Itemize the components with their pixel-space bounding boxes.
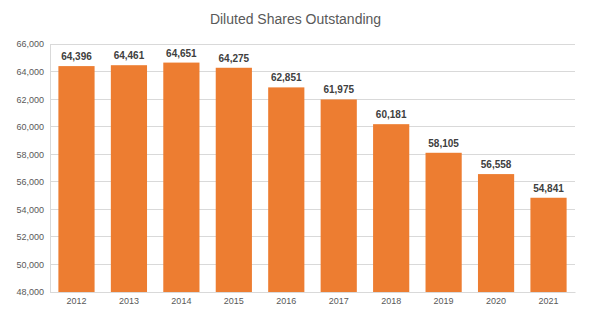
x-axis: 2012 2013 2014 2015 2016 2017 2018 2019 2020 2021 [51,293,576,307]
bar [478,174,514,292]
data-labels: 64,396 64,461 64,651 64,275 62,851 61,975 60,1… [61,48,564,194]
grid [50,44,575,292]
bar [111,65,147,292]
x-tick-label: 2014 [171,296,191,306]
y-tick: 62,000 [16,94,50,104]
bar [268,87,304,292]
grid-line [50,44,575,45]
y-tick: 54,000 [16,205,50,215]
data-label: 58,105 [428,138,459,149]
data-label: 64,461 [114,50,145,61]
data-label: 62,851 [271,72,302,83]
data-label: 64,275 [219,53,250,64]
y-tick: 60,000 [16,122,50,132]
y-tick-label: 50,000 [16,260,44,270]
x-tick: 2012 [66,296,86,306]
bar [163,63,199,292]
bar [426,153,462,292]
y-tick: 50,000 [16,260,50,270]
bar [321,99,357,292]
bar [530,198,566,292]
x-tick-label: 2018 [381,296,401,306]
y-tick-label: 62,000 [16,94,44,104]
y-tick-label: 66,000 [16,39,44,49]
data-label: 61,975 [323,84,354,95]
bar [58,66,94,292]
bars [58,63,566,292]
x-tick-label: 2017 [329,296,349,306]
chart: Diluted Shares Outstanding 48,000 50,000 52… [0,0,591,313]
title: Diluted Shares Outstanding [210,11,381,27]
y-tick: 64,000 [16,67,50,77]
x-tick-label: 2019 [434,296,454,306]
bar [216,68,252,292]
data-label: 64,651 [166,48,197,59]
bar [373,124,409,292]
y-tick-label: 56,000 [16,177,44,187]
x-tick-label: 2012 [66,296,86,306]
x-tick: 2019 [434,296,454,306]
x-tick: 2015 [224,296,244,306]
y-axis-line [50,45,51,293]
y-tick-label: 52,000 [16,232,44,242]
data-label: 60,181 [376,109,407,120]
data-label: 56,558 [481,159,512,170]
y-tick: 52,000 [16,232,50,242]
data-label: 64,396 [61,51,92,62]
y-tick: 56,000 [16,177,50,187]
y-tick-label: 48,000 [16,287,44,297]
x-tick-label: 2016 [276,296,296,306]
y-tick-label: 54,000 [16,205,44,215]
x-tick: 2021 [538,296,558,306]
x-tick: 2020 [486,296,506,306]
x-tick-label: 2021 [538,296,558,306]
y-tick: 66,000 [16,39,50,49]
x-tick-label: 2020 [486,296,506,306]
y-tick-label: 60,000 [16,122,44,132]
y-tick-label: 64,000 [16,67,44,77]
x-tick-label: 2015 [224,296,244,306]
y-tick: 58,000 [16,150,50,160]
x-axis-line [51,292,576,293]
x-tick: 2017 [329,296,349,306]
x-tick: 2018 [381,296,401,306]
y-tick-label: 58,000 [16,150,44,160]
x-tick: 2013 [119,296,139,306]
data-label: 54,841 [533,183,564,194]
x-tick: 2014 [171,296,191,306]
y-tick: 48,000 [16,287,50,297]
x-tick-label: 2013 [119,296,139,306]
plot: 48,000 50,000 52,000 54,000 56,000 58,000 60,0… [16,39,575,306]
x-tick: 2016 [276,296,296,306]
y-axis: 48,000 50,000 52,000 54,000 56,000 58,000 60,0… [16,39,50,297]
